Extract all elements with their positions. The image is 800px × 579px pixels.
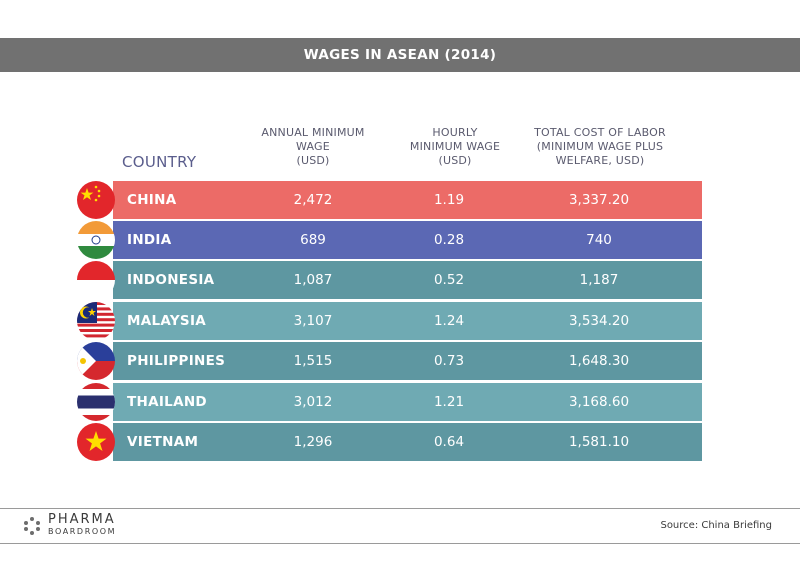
annual-wage-value: 1,515 <box>293 353 333 369</box>
india-flag-icon <box>77 221 115 259</box>
hourly-wage-value: 0.28 <box>433 232 465 248</box>
total-cost-value: 3,168.60 <box>568 394 630 410</box>
header-country: COUNTRY <box>122 153 197 171</box>
source-note: Source: China Briefing <box>660 520 772 531</box>
table-row: THAILAND 3,012 1.21 3,168.60 <box>113 383 702 421</box>
annual-wage-value: 1,296 <box>293 434 333 450</box>
thailand-flag-icon <box>77 383 115 421</box>
philippines-flag-icon <box>77 342 115 380</box>
table-row: CHINA 2,472 1.19 3,337.20 <box>113 181 702 219</box>
country-name: INDIA <box>127 232 172 248</box>
pharma-boardroom-logo: PHARMA BOARDROOM <box>22 512 117 538</box>
header-hourly-line1: HOURLY <box>432 126 478 139</box>
header-total-line1: TOTAL COST OF LABOR <box>534 126 666 139</box>
vietnam-flag-icon <box>77 423 115 461</box>
table-row: INDONESIA 1,087 0.52 1,187 <box>113 261 702 299</box>
header-total-line2: (MINIMUM WAGE PLUS <box>536 140 664 153</box>
malaysia-flag-icon <box>77 302 115 340</box>
header-annual-line2: WAGE <box>296 140 330 153</box>
footer-divider-top <box>0 508 800 509</box>
annual-wage-value: 2,472 <box>293 192 333 208</box>
total-cost-value: 740 <box>586 232 612 248</box>
hourly-wage-value: 1.24 <box>433 313 465 329</box>
table-row: PHILIPPINES 1,515 0.73 1,648.30 <box>113 342 702 380</box>
header-hourly-wage: HOURLY MINIMUM WAGE (USD) <box>400 126 510 168</box>
annual-wage-value: 3,107 <box>293 313 333 329</box>
total-cost-value: 3,534.20 <box>568 313 630 329</box>
total-cost-value: 1,648.30 <box>568 353 630 369</box>
country-name: CHINA <box>127 192 177 208</box>
header-total-cost: TOTAL COST OF LABOR (MINIMUM WAGE PLUS W… <box>520 126 680 168</box>
logo-sub-text: BOARDROOM <box>48 527 117 536</box>
country-name: INDONESIA <box>127 272 215 288</box>
annual-wage-value: 1,087 <box>293 272 333 288</box>
hourly-wage-value: 0.73 <box>433 353 465 369</box>
header-annual-line1: ANNUAL MINIMUM <box>261 126 365 139</box>
hourly-wage-value: 1.19 <box>433 192 465 208</box>
header-annual-wage: ANNUAL MINIMUM WAGE (USD) <box>248 126 378 168</box>
header-hourly-line2: MINIMUM WAGE <box>409 140 501 153</box>
country-name: PHILIPPINES <box>127 353 226 369</box>
indonesia-flag-icon <box>77 261 115 299</box>
header-annual-line3: (USD) <box>296 154 330 167</box>
logo-main-text: PHARMA <box>48 512 116 527</box>
total-cost-value: 1,581.10 <box>568 434 630 450</box>
china-flag-icon <box>77 181 115 219</box>
hourly-wage-value: 1.21 <box>433 394 465 410</box>
hourly-wage-value: 0.52 <box>433 272 465 288</box>
table-row: VIETNAM 1,296 0.64 1,581.10 <box>113 423 702 461</box>
header-hourly-line3: (USD) <box>438 154 472 167</box>
total-cost-value: 1,187 <box>579 272 619 288</box>
country-name: THAILAND <box>127 394 207 410</box>
annual-wage-value: 689 <box>300 232 326 248</box>
country-name: VIETNAM <box>127 434 199 450</box>
table-row: INDIA 689 0.28 740 <box>113 221 702 259</box>
footer-divider-bottom <box>0 543 800 544</box>
annual-wage-value: 3,012 <box>293 394 333 410</box>
chart-title: WAGES IN ASEAN (2014) <box>0 38 800 72</box>
total-cost-value: 3,337.20 <box>568 192 630 208</box>
header-total-line3: WELFARE, USD) <box>555 154 645 167</box>
hourly-wage-value: 0.64 <box>433 434 465 450</box>
country-name: MALAYSIA <box>127 313 207 329</box>
logo-dots-icon <box>24 517 40 535</box>
table-row: MALAYSIA 3,107 1.24 3,534.20 <box>113 302 702 340</box>
